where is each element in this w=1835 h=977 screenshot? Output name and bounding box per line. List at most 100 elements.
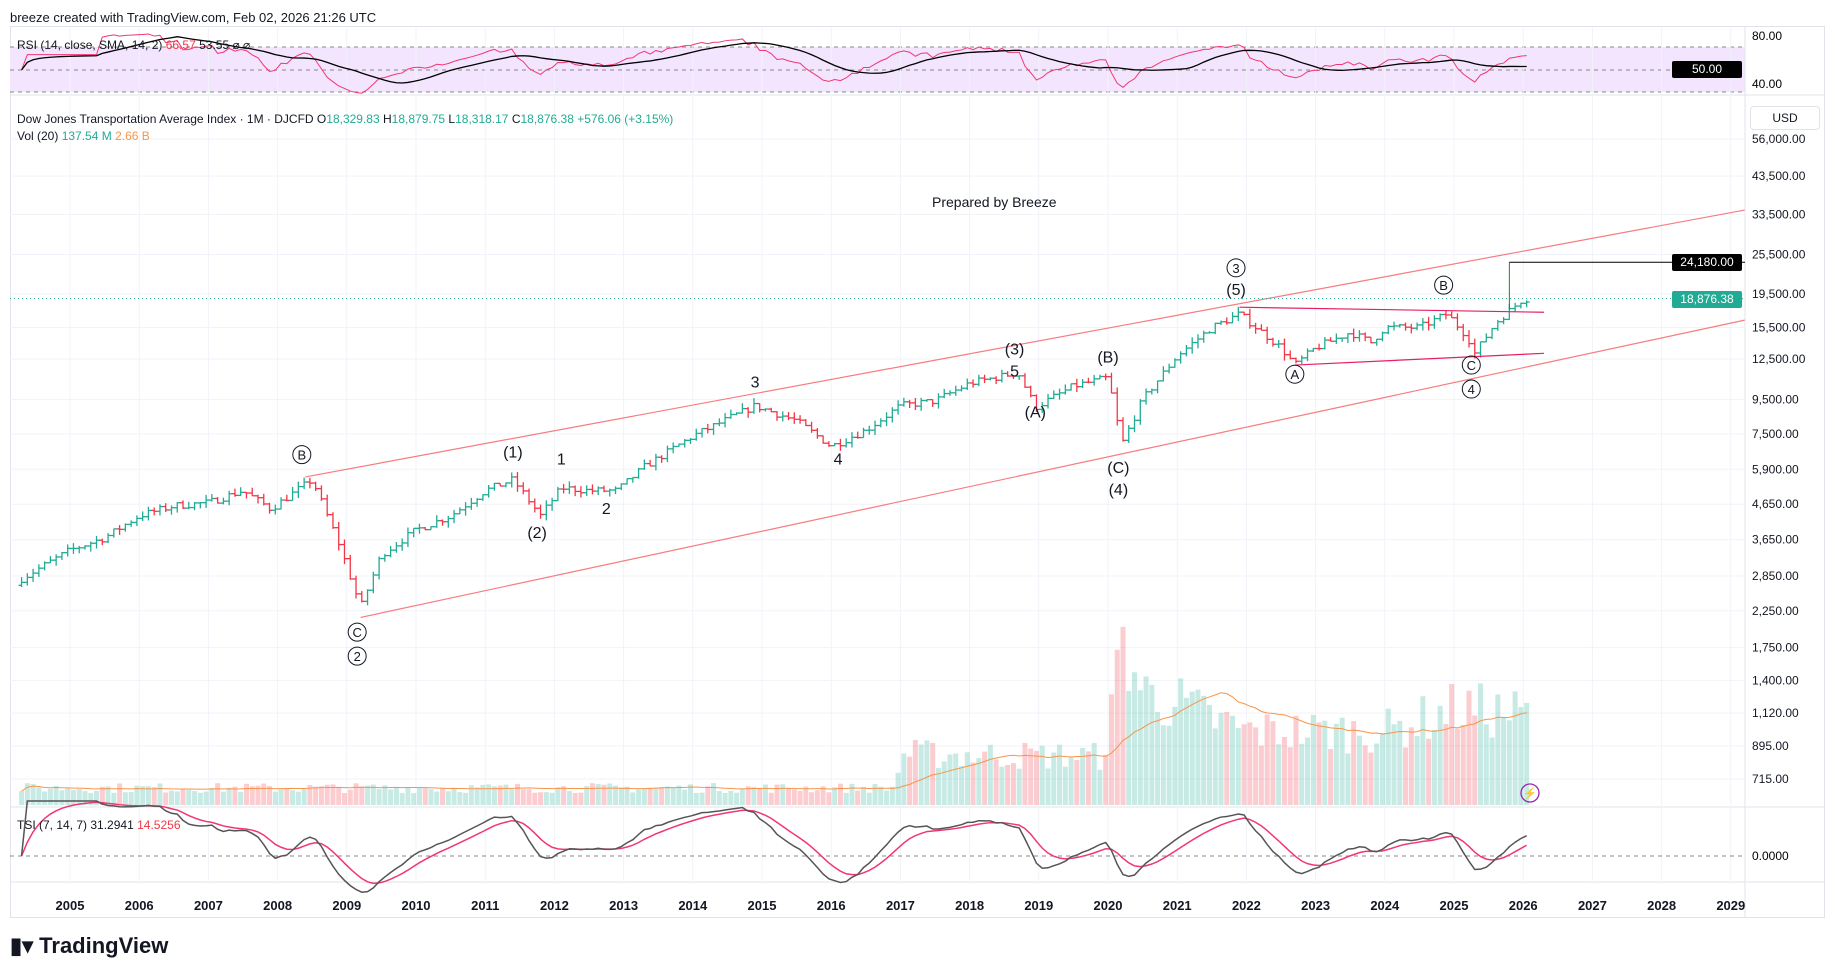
volume-bar — [1391, 724, 1397, 805]
volume-bar — [993, 759, 999, 805]
volume-bar — [1114, 649, 1120, 805]
volume-bar — [814, 790, 820, 805]
volume-bar — [457, 792, 463, 805]
time-axis-label: 2029 — [1716, 898, 1745, 913]
volume-bar — [186, 789, 192, 805]
volume-bar — [1397, 720, 1403, 805]
volume-bar — [526, 789, 532, 805]
volume-bar — [647, 787, 653, 805]
volume-bar — [549, 792, 555, 805]
time-axis-label: 2024 — [1370, 898, 1400, 913]
volume-value: 137.54 M — [61, 129, 112, 143]
volume-bar — [1120, 626, 1126, 805]
volume-bar — [959, 765, 965, 805]
price-axis-label: 7,500.00 — [1752, 427, 1799, 441]
tsi-legend[interactable]: TSI (7, 14, 7) 31.2941 14.5256 — [17, 818, 181, 832]
volume-bar — [670, 787, 676, 805]
wave-label: 1 — [557, 451, 566, 468]
volume-bar — [99, 786, 105, 805]
volume-bar — [220, 791, 226, 805]
wave-label-circle — [1434, 275, 1454, 295]
volume-bar — [1322, 720, 1328, 805]
rsi-legend[interactable]: RSI (14, close, SMA, 14, 2) 66.57 53.55 … — [17, 38, 250, 52]
volume-bar — [1287, 747, 1293, 805]
volume-bar — [791, 789, 797, 805]
chart-credit: breeze created with TradingView.com, Feb… — [10, 10, 377, 25]
price-axis-label: 895.00 — [1752, 739, 1789, 753]
volume-bar — [1224, 712, 1230, 805]
volume-bar — [820, 786, 826, 805]
volume-bar — [1080, 748, 1086, 805]
volume-bar — [895, 772, 901, 805]
volume-bar — [1316, 722, 1322, 805]
tsi-signal-line — [20, 801, 1528, 885]
volume-bar — [59, 790, 65, 805]
volume-bar — [1068, 757, 1074, 805]
volume-bar — [618, 787, 624, 805]
volume-bar — [19, 791, 25, 805]
channel-lower-line — [360, 319, 1745, 619]
volume-bar — [1160, 725, 1166, 805]
volume-bar — [630, 792, 636, 805]
channel-upper-line — [305, 209, 1745, 478]
volume-bar — [613, 785, 619, 805]
volume-bar — [1489, 737, 1495, 805]
wave-label: B — [297, 448, 306, 463]
currency-button[interactable]: USD — [1750, 106, 1820, 130]
volume-bar — [209, 787, 215, 805]
volume-bar — [1333, 723, 1339, 805]
volume-bar — [1524, 702, 1530, 805]
volume-bar — [1512, 691, 1518, 805]
tradingview-logo[interactable]: ▮▾ TradingView — [10, 933, 168, 959]
volume-bar — [653, 787, 659, 805]
visibility-icon[interactable]: ⌀ ⌀ — [232, 38, 251, 52]
volume-bar — [734, 792, 740, 805]
price-axis-label: 715.00 — [1752, 772, 1789, 786]
volume-bar — [1466, 690, 1472, 805]
volume-bar — [1091, 742, 1097, 805]
volume-bar — [168, 790, 174, 805]
volume-bar — [76, 789, 82, 805]
symbol-legend[interactable]: Dow Jones Transportation Average Index ·… — [17, 112, 673, 126]
volume-bar — [1339, 717, 1345, 805]
volume-bar — [111, 792, 117, 805]
chart-frame[interactable] — [10, 26, 1825, 918]
volume-bar — [1293, 715, 1299, 805]
volume-bar — [711, 783, 717, 805]
volume-bar — [1385, 708, 1391, 805]
volume-bar — [953, 753, 959, 805]
volume-bar — [1478, 683, 1484, 805]
volume-bar — [301, 788, 307, 805]
volume-bar — [659, 787, 665, 805]
volume-bar — [249, 786, 255, 805]
volume-bar — [1155, 712, 1161, 805]
price-axis-label: 43,500.00 — [1752, 169, 1806, 183]
open-value: 18,329.83 — [326, 112, 380, 126]
triangle-upper-line — [1239, 306, 1544, 313]
time-axis-label: 2012 — [540, 898, 569, 913]
volume-bar — [1414, 735, 1420, 805]
volume-bar — [376, 789, 382, 805]
volume-bar — [941, 761, 947, 805]
volume-bar — [151, 787, 157, 805]
volume-bar — [860, 786, 866, 805]
volume-bar — [318, 786, 324, 805]
volume-bar — [964, 752, 970, 805]
volume-bar — [572, 793, 578, 805]
wave-label-circle — [347, 622, 367, 642]
volume-bar — [278, 789, 284, 805]
low-label: L — [448, 112, 456, 126]
symbol-name: Dow Jones Transportation Average Index ·… — [17, 112, 314, 126]
volume-bar — [561, 786, 567, 805]
volume-bar — [1149, 684, 1155, 805]
time-axis-label: 2027 — [1578, 898, 1607, 913]
wave-label: A — [1291, 367, 1300, 382]
volume-bar — [226, 787, 232, 805]
volume-bar — [1183, 697, 1189, 805]
price-axis-label: 12,500.00 — [1752, 352, 1806, 366]
volume-bar — [134, 785, 140, 805]
volume-bar — [543, 792, 549, 805]
volume-bar — [849, 783, 855, 805]
volume-legend[interactable]: Vol (20) 137.54 M 2.66 B — [17, 129, 150, 143]
